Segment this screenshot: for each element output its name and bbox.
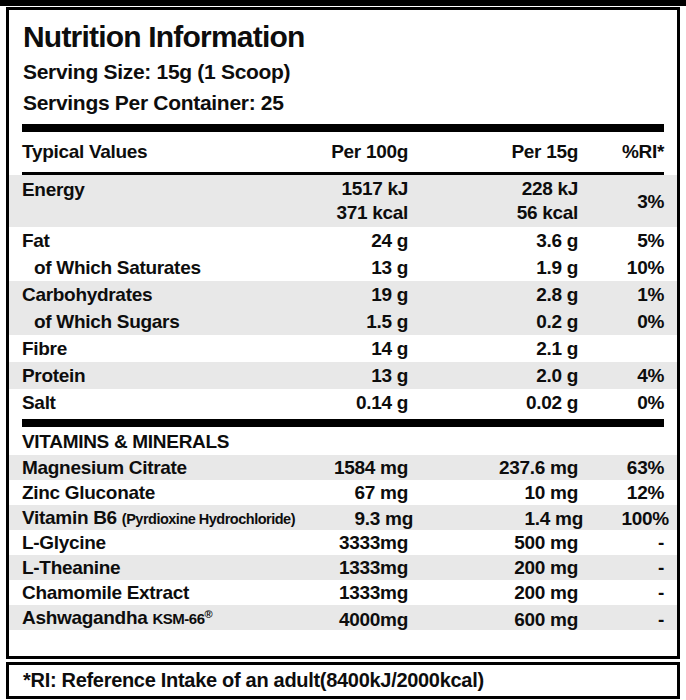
- table-row-protein: Protein 13 g 2.0 g 4%: [9, 362, 677, 389]
- table-row-magnesium-citrate: Magnesium Citrate 1584 mg 237.6 mg 63%: [9, 455, 677, 480]
- section-title-vitamins-minerals: VITAMINS & MINERALS: [9, 427, 677, 455]
- per-100g-value: 67 mg: [290, 480, 408, 505]
- ri-value: 63%: [578, 455, 664, 480]
- ri-value: 10%: [578, 254, 664, 281]
- row-label: Protein: [22, 362, 290, 389]
- serving-size-text: Serving Size: 15g (1 Scoop): [23, 57, 663, 86]
- table-row-zinc-gluconate: Zinc Gluconate 67 mg 10 mg 12%: [9, 480, 677, 505]
- column-header-per-100g: Per 100g: [290, 141, 408, 163]
- section-divider: [22, 419, 664, 427]
- per-100g-value: 24 g: [290, 227, 408, 254]
- table-row-sugars: of Which Sugars 1.5 g 0.2 g 0%: [9, 308, 677, 335]
- per-15g-value: 200 mg: [408, 555, 578, 580]
- per-100g-value: 0.14 g: [290, 389, 408, 416]
- per-15g-value: 500 mg: [408, 530, 578, 555]
- per-15g-value: 600 mg: [408, 607, 578, 632]
- per-15g-value: 2.0 g: [408, 362, 578, 389]
- per-100g-value: 3333mg: [290, 530, 408, 555]
- ri-value: -: [578, 530, 664, 555]
- energy-kj-100g: 1517 kJ: [290, 177, 408, 201]
- row-label: L-Theanine: [22, 555, 290, 580]
- per-15g-value: 1.4 mg: [413, 506, 583, 531]
- table-row-l-glycine: L-Glycine 3333mg 500 mg -: [9, 530, 677, 555]
- column-header-ri: %RI*: [578, 141, 664, 163]
- row-label-main: Vitamin B6: [22, 507, 117, 528]
- ri-value: 12%: [578, 480, 664, 505]
- row-label: L-Glycine: [22, 530, 290, 555]
- ri-value: 0%: [578, 308, 664, 335]
- ri-value: 4%: [578, 362, 664, 389]
- per-15g-value: 0.02 g: [408, 389, 578, 416]
- row-label: Magnesium Citrate: [22, 455, 290, 480]
- ri-value: 5%: [578, 227, 664, 254]
- row-label: Vitamin B6 (Pyrdioxine Hydrochloride): [22, 505, 295, 532]
- per-100g-value: 1.5 g: [290, 308, 408, 335]
- row-label: Zinc Gluconate: [22, 480, 290, 505]
- ri-value: 3%: [578, 188, 664, 215]
- per-15g-value: 2.8 g: [408, 281, 578, 308]
- energy-kj-15g: 228 kJ: [408, 177, 578, 201]
- energy-kcal-15g: 56 kcal: [408, 201, 578, 225]
- table-row-l-theanine: L-Theanine 1333mg 200 mg -: [9, 555, 677, 580]
- registered-trademark-symbol: ®: [205, 608, 213, 620]
- per-15g-value: 1.9 g: [408, 254, 578, 281]
- ri-value: 100%: [583, 506, 669, 531]
- per-100g-value: 13 g: [290, 254, 408, 281]
- ri-value: 1%: [578, 281, 664, 308]
- row-label: Chamomile Extract: [22, 580, 290, 605]
- table-row-salt: Salt 0.14 g 0.02 g 0%: [9, 389, 677, 416]
- table-row-vitamin-b6: Vitamin B6 (Pyrdioxine Hydrochloride) 9.…: [9, 505, 677, 530]
- per-15g-value: 10 mg: [408, 480, 578, 505]
- footnote-text: *RI: Reference Intake of an adult(8400kJ…: [23, 669, 484, 692]
- per-100g-value: 4000mg: [290, 607, 408, 632]
- row-label: Ashwagandha KSM-66®: [22, 605, 290, 633]
- row-label: Fat: [22, 227, 290, 254]
- row-label: Fibre: [22, 335, 290, 362]
- ri-value: -: [578, 580, 664, 605]
- table-header-row: Typical Values Per 100g Per 15g %RI*: [22, 132, 664, 172]
- row-label-note: (Pyrdioxine Hydrochloride): [122, 511, 295, 527]
- section-divider: [22, 124, 664, 132]
- row-label: Carbohydrates: [22, 281, 290, 308]
- top-edge-bar: [0, 0, 686, 6]
- per-100g-value: 14 g: [290, 335, 408, 362]
- per-100g-value: 1333mg: [290, 580, 408, 605]
- ri-value: 0%: [578, 389, 664, 416]
- ri-value: -: [578, 555, 664, 580]
- row-label-note: KSM-66: [152, 610, 204, 627]
- table-row-energy: Energy 1517 kJ 371 kcal 228 kJ 56 kcal 3…: [9, 175, 677, 227]
- per-15g-value: 228 kJ 56 kcal: [408, 177, 578, 225]
- table-row-carbohydrates: Carbohydrates 19 g 2.8 g 1%: [9, 281, 677, 308]
- table-row-saturates: of Which Saturates 13 g 1.9 g 10%: [9, 254, 677, 281]
- table-row-fibre: Fibre 14 g 2.1 g: [9, 335, 677, 362]
- row-label: Energy: [22, 177, 290, 202]
- per-100g-value: 13 g: [290, 362, 408, 389]
- table-row-ashwagandha: Ashwagandha KSM-66® 4000mg 600 mg -: [9, 605, 677, 630]
- row-label: of Which Sugars: [22, 308, 290, 335]
- per-100g-value: 9.3 mg: [295, 506, 413, 531]
- per-15g-value: 200 mg: [408, 580, 578, 605]
- per-100g-value: 19 g: [290, 281, 408, 308]
- page-title: Nutrition Information: [23, 18, 663, 55]
- per-100g-value: 1517 kJ 371 kcal: [290, 177, 408, 225]
- per-100g-value: 1584 mg: [290, 455, 408, 480]
- row-label: Salt: [22, 389, 290, 416]
- column-header-per-15g: Per 15g: [408, 141, 578, 163]
- column-header-typical-values: Typical Values: [22, 141, 290, 163]
- nutrition-panel: Nutrition Information Serving Size: 15g …: [6, 7, 680, 659]
- per-15g-value: 2.1 g: [408, 335, 578, 362]
- servings-per-container-text: Servings Per Container: 25: [23, 88, 663, 117]
- per-15g-value: 0.2 g: [408, 308, 578, 335]
- per-15g-value: 3.6 g: [408, 227, 578, 254]
- row-label: of Which Saturates: [22, 254, 290, 281]
- reference-intake-footnote: *RI: Reference Intake of an adult(8400kJ…: [6, 662, 680, 699]
- ri-value: -: [578, 607, 664, 632]
- per-15g-value: 237.6 mg: [408, 455, 578, 480]
- row-label-main: Ashwagandha: [22, 607, 148, 628]
- per-100g-value: 1333mg: [290, 555, 408, 580]
- table-row-chamomile-extract: Chamomile Extract 1333mg 200 mg -: [9, 580, 677, 605]
- table-row-fat: Fat 24 g 3.6 g 5%: [9, 227, 677, 254]
- energy-kcal-100g: 371 kcal: [290, 201, 408, 225]
